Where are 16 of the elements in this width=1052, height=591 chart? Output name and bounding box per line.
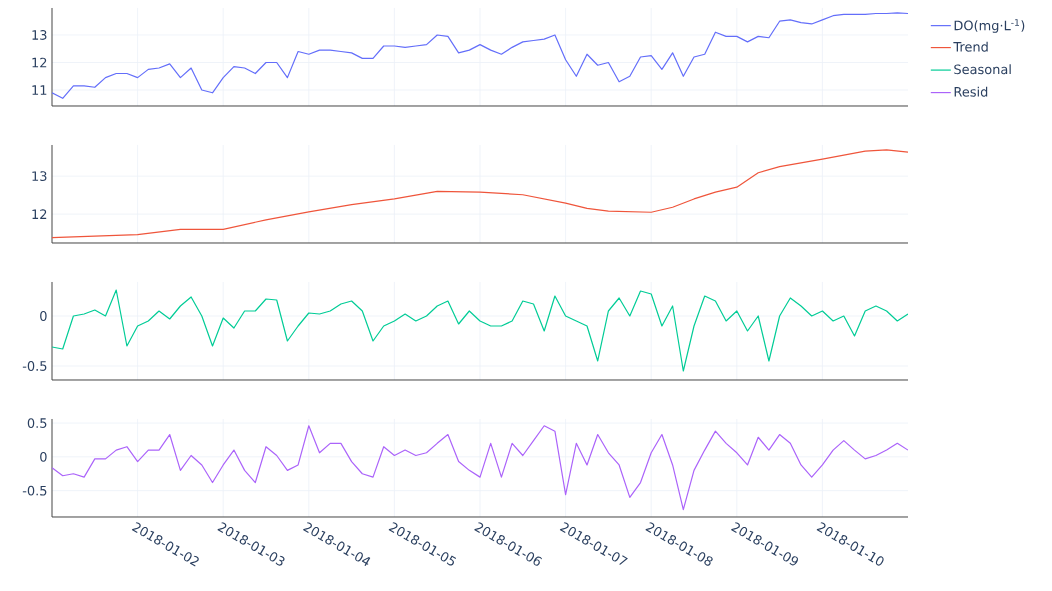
line-series xyxy=(52,289,909,372)
y-tick-label: 13 xyxy=(32,30,47,40)
y-tick-label: 11 xyxy=(32,85,47,95)
y-tick-label: 0.5 xyxy=(27,418,47,428)
legend-label: DO(mg·L$^{-1}$) xyxy=(954,19,1025,33)
legend-label: Seasonal xyxy=(954,64,1011,75)
y-tick-label: 12 xyxy=(32,209,47,219)
line-series xyxy=(52,425,909,511)
legend-label: Trend xyxy=(953,41,988,52)
y-tick-label: 0 xyxy=(40,311,47,321)
y-tick-label: -0.5 xyxy=(22,361,47,371)
y-tick-label: -0.5 xyxy=(22,485,47,496)
y-tick-label: 12 xyxy=(32,57,47,68)
y-tick-label: 0 xyxy=(40,451,47,462)
y-tick-label: 13 xyxy=(32,171,47,182)
legend-label: Resid xyxy=(954,86,988,97)
